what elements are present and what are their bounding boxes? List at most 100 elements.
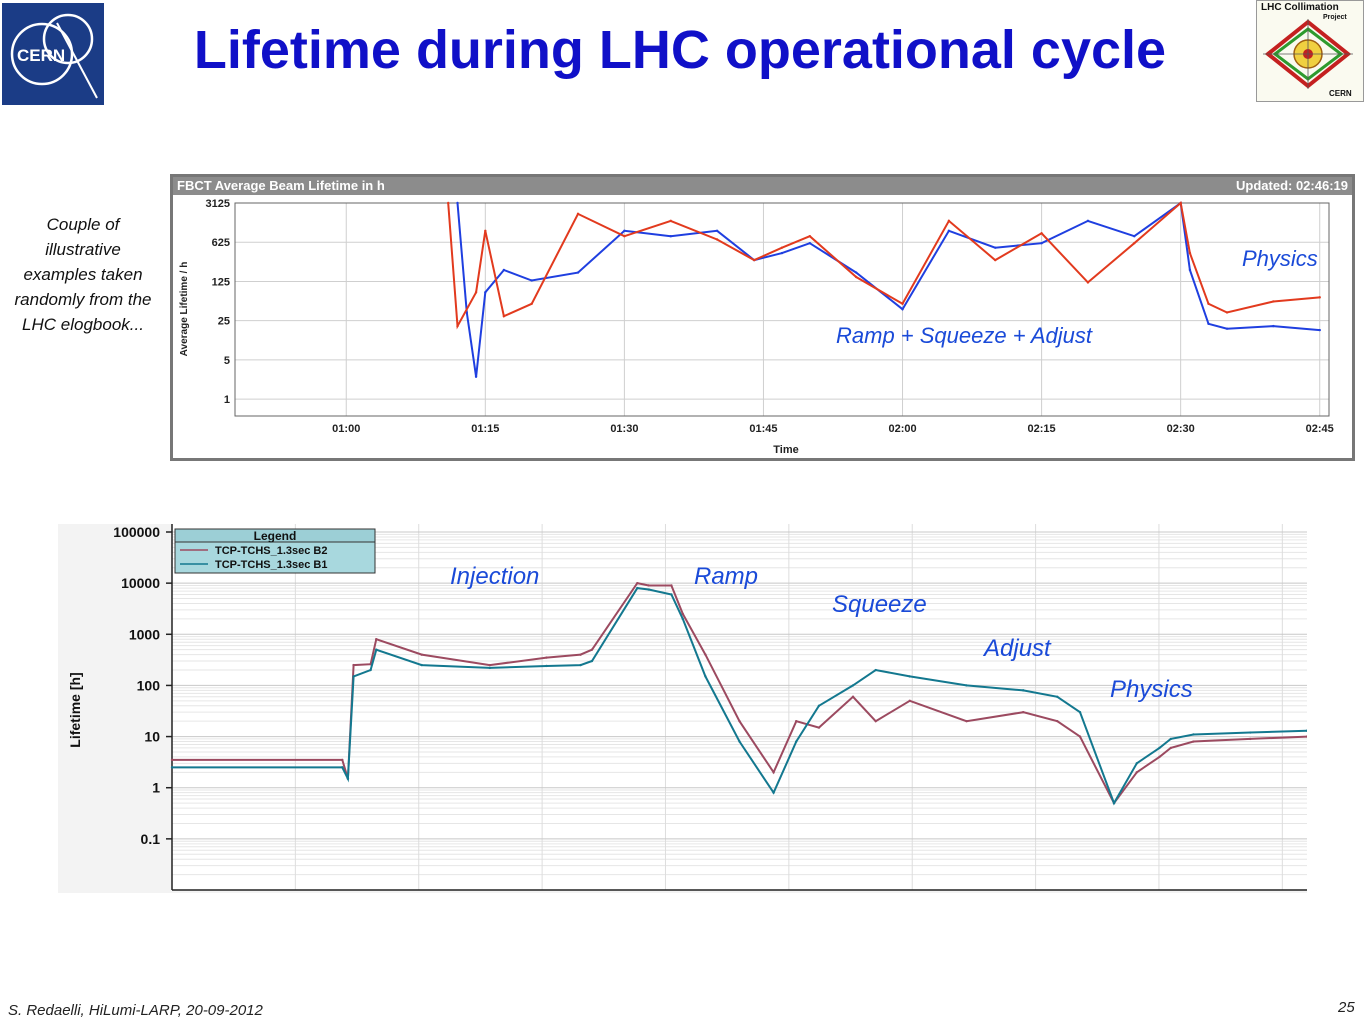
lifetime-data-point [772,771,775,774]
lifetime-data-point [636,586,639,590]
fbct-x-tick-label: 01:00 [332,423,360,435]
lifetime-data-point [738,740,741,743]
fbct-x-tick-label: 02:30 [1167,423,1195,435]
lifetime-chart: 100000 10000 1000 100 10 1 0.1 Lifetime [h] Le… [67,524,1307,891]
collimation-logo-line2: Project [1323,14,1347,21]
collimation-logo: LHC Collimation Project CERN [1256,0,1364,102]
lifetime-data-point [738,719,741,723]
annotation-adjust: Adjust [984,635,1051,662]
lifetime-data-point [1192,733,1195,736]
fbct-plot-area [234,202,1330,417]
fbct-x-tick-label: 01:15 [471,423,499,435]
fbct-data-point [1207,322,1210,325]
lifetime-data-point [1135,771,1138,774]
fbct-y-tick-label: 125 [212,276,230,288]
fbct-data-point [484,291,487,294]
lifetime-data-point [579,653,582,656]
annotation-physics-top: Physics [1242,246,1318,271]
fbct-data-point [1225,327,1229,330]
collimation-emblem-icon [1263,19,1353,89]
fbct-data-point [1225,311,1229,314]
lifetime-data-point [420,663,423,667]
lifetime-series-line-b1 [172,587,1307,806]
fbct-data-point [1272,324,1275,328]
fbct-x-tick-label: 02:00 [888,423,916,435]
lifetime-y-tick-label: 1000 [129,626,160,642]
lifetime-data-point [375,638,378,641]
fbct-data-point [1318,328,1321,332]
fbct-data-point [623,229,626,232]
lifetime-data-point [579,663,582,667]
lifetime-data-point [681,617,684,621]
lifetime-data-point [488,663,491,667]
lifetime-data-point [545,656,548,659]
fbct-data-point [1133,242,1136,245]
lifetime-data-point [772,791,775,794]
lifetime-data-point [1192,740,1195,743]
fbct-chart: 3125 625 125 25 5 1 01:00 01:15 01:30 01:45 02:00… [179,198,1334,456]
lifetime-data-point [704,653,707,656]
lifetime-data-point [352,663,355,667]
lifetime-data-point [670,593,673,596]
fbct-data-point [780,246,784,249]
lifetime-y-tick-label: 10000 [121,575,160,591]
lifetime-data-point [908,699,911,703]
lifetime-data-point [1022,710,1025,714]
lifetime-data-point [369,668,372,672]
lifetime-data-point [670,584,673,587]
fbct-x-axis-label: Time [773,444,798,456]
lifetime-data-point [817,704,821,707]
lifetime-data-point [1305,735,1307,738]
lifetime-data-point [817,726,821,729]
collimation-logo-line3: CERN [1329,89,1352,98]
lifetime-data-point [1158,746,1161,750]
fbct-data-point [1040,242,1043,245]
fbct-x-tick-label: 02:15 [1028,423,1056,435]
lifetime-data-point [545,664,548,668]
legend-title: Legend [254,529,297,543]
lifetime-data-point [352,675,355,678]
lifetime-data-point [681,612,684,616]
legend-entry-b2: TCP-TCHS_1.3sec B2 [215,545,328,557]
lifetime-data-point [1078,710,1082,714]
lifetime-data-point [965,719,968,723]
fbct-y-tick-label: 3125 [206,198,230,210]
fbct-data-point [502,268,506,272]
cern-logo: CERN [2,3,104,105]
fbct-data-point [947,229,951,232]
fbct-data-point [1040,232,1043,235]
lifetime-data-point [795,740,798,743]
fbct-x-tick-label: 01:45 [749,423,777,435]
fbct-data-point [994,246,997,249]
fbct-data-point [994,258,997,262]
fbct-data-point [669,235,672,238]
lifetime-data-point [346,777,350,780]
lifetime-data-point [341,766,344,769]
fbct-data-point [1188,268,1192,272]
lifetime-data-point [341,758,344,762]
lifetime-data-point [636,581,639,585]
fbct-data-point [502,315,506,318]
lifetime-series-line-b2 [172,581,1307,805]
fbct-data-point [901,302,904,305]
lifetime-data-point [170,758,174,762]
fbct-data-point [530,302,533,305]
lifetime-data-point [874,668,877,672]
lifetime-data-point [1305,729,1307,732]
lifetime-y-tick-label: 0.1 [141,831,161,847]
lifetime-data-point [647,588,650,591]
fbct-data-point [576,271,580,274]
annotation-physics: Physics [1110,676,1193,703]
fbct-data-point [576,212,580,216]
lifetime-data-point [647,584,650,587]
lifetime-data-point [1135,762,1138,765]
lifetime-data-point [965,684,968,687]
lifetime-data-point [420,653,423,656]
fbct-data-point [1086,281,1090,284]
lifetime-data-point [1169,737,1173,741]
fbct-x-tick-label: 02:45 [1306,423,1334,435]
cern-logo-text: CERN [17,46,65,65]
fbct-data-point [456,324,459,328]
fbct-data-point [808,235,812,238]
fbct-data-point [901,308,904,311]
